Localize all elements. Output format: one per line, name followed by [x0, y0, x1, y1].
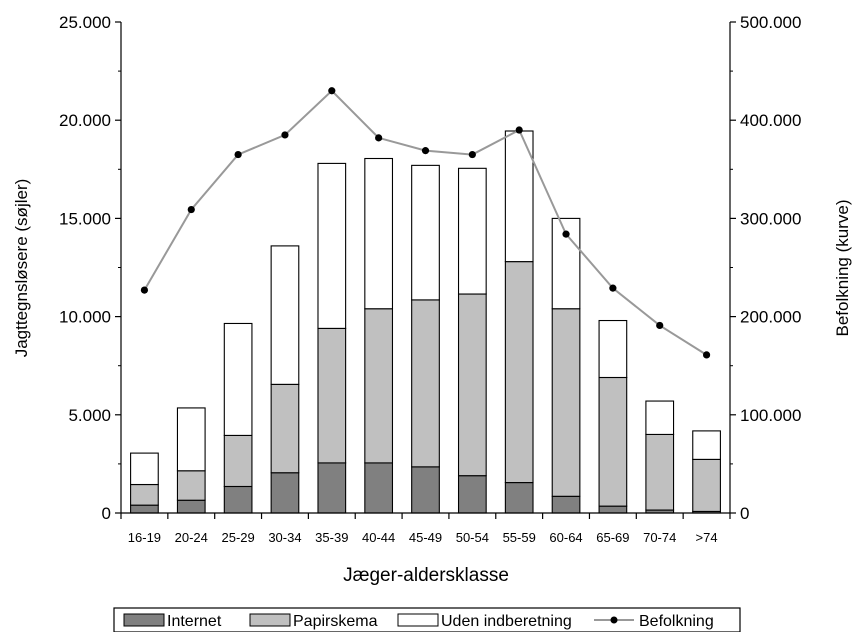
bar-internet-10	[598, 505, 628, 514]
legend-label-internet: Internet	[167, 613, 222, 630]
bar-uden-indberetning-12	[692, 430, 721, 460]
bar-internet-6	[411, 466, 440, 514]
y-tick-label: 5.000	[68, 406, 111, 425]
bar-papirskema-10	[598, 376, 628, 507]
point-befolkning-11	[656, 321, 664, 330]
x-axis-title: Jæger-aldersklasse	[343, 565, 509, 586]
point-befolkning-3	[281, 131, 289, 139]
bar-papirskema-12	[692, 458, 721, 512]
x-tick-label: 30-34	[268, 530, 301, 545]
x-tick-label: >74	[696, 530, 718, 545]
point-befolkning-7	[468, 150, 476, 159]
bar-uden-indberetning-4	[317, 162, 347, 329]
legend-swatch-internet	[123, 613, 165, 627]
y-tick-label: 20.000	[59, 111, 111, 130]
x-tick-label: 65-69	[596, 530, 629, 545]
point-befolkning-0	[140, 286, 149, 294]
point-befolkning-12	[702, 351, 711, 359]
x-tick-label: 50-54	[456, 530, 489, 545]
y2-axis-title: Befolkning (kurve)	[833, 199, 852, 336]
bar-uden-indberetning-11	[645, 400, 675, 435]
bar-internet-0	[130, 504, 159, 514]
y2-tick-label: 500.000	[740, 13, 801, 32]
legend-label-uden-indberetning: Uden indberetning	[441, 613, 572, 630]
point-befolkning-1	[187, 205, 195, 214]
y-tick-label: 10.000	[59, 308, 111, 327]
bar-papirskema-0	[130, 483, 159, 506]
bar-internet-7	[457, 475, 487, 514]
y-tick-label: 0	[102, 504, 111, 523]
y-axis-title: Jagttegnsløsere (søjler)	[12, 179, 31, 358]
y2-tick-label: 0	[740, 504, 749, 523]
x-tick-label: 20-24	[175, 530, 208, 545]
x-tick-label: 25-29	[221, 530, 254, 545]
bar-internet-9	[551, 495, 581, 514]
bar-papirskema-1	[176, 470, 206, 501]
bar-internet-1	[176, 499, 206, 514]
bar-papirskema-6	[411, 299, 440, 468]
point-befolkning-2	[234, 150, 242, 159]
legend-label-papirskema: Papirskema	[293, 613, 378, 630]
bar-internet-2	[223, 485, 253, 514]
bar-uden-indberetning-7	[457, 167, 487, 295]
bar-papirskema-5	[364, 308, 394, 464]
legend-marker-befolkning	[610, 616, 618, 624]
bar-uden-indberetning-3	[270, 245, 300, 385]
x-tick-label: 35-39	[315, 530, 348, 545]
axes: 0 5.000 10.000 15.000 20.000 25.000 0 100.000 20…	[59, 13, 801, 545]
bar-papirskema-11	[645, 433, 675, 511]
x-tick-label: 60-64	[549, 530, 582, 545]
point-befolkning-4	[328, 87, 336, 95]
point-befolkning-5	[375, 134, 383, 142]
bar-uden-indberetning-2	[223, 322, 253, 436]
x-tick-label: 45-49	[409, 530, 442, 545]
legend-swatch-uden-indberetning	[397, 613, 439, 627]
legend-swatch-papirskema	[249, 613, 291, 627]
legend-label-befolkning: Befolkning	[639, 613, 714, 630]
bar-internet-4	[317, 462, 347, 514]
y2-tick-label: 200.000	[740, 308, 801, 327]
bar-papirskema-2	[223, 434, 253, 488]
bar-papirskema-9	[551, 308, 581, 497]
y-tick-label: 15.000	[59, 209, 111, 228]
point-befolkning-6	[421, 147, 430, 155]
y2-tick-label: 300.000	[740, 209, 801, 228]
bar-internet-8	[504, 482, 534, 514]
point-befolkning-10	[609, 284, 617, 292]
x-tick-label: 70-74	[643, 530, 676, 545]
bar-uden-indberetning-1	[176, 407, 206, 472]
bar-papirskema-8	[504, 261, 534, 484]
bar-internet-5	[364, 462, 394, 514]
bar-papirskema-3	[270, 383, 300, 474]
bar-papirskema-4	[317, 327, 347, 464]
legend: Internet Papirskema Uden indberetning Be…	[113, 607, 741, 632]
y-tick-label: 25.000	[59, 13, 111, 32]
bar-uden-indberetning-0	[130, 452, 159, 486]
bar-uden-indberetning-6	[411, 164, 440, 301]
bar-uden-indberetning-10	[598, 319, 628, 379]
y2-tick-label: 400.000	[740, 111, 801, 130]
point-befolkning-9	[562, 230, 570, 238]
bar-papirskema-7	[457, 293, 487, 477]
point-befolkning-8	[515, 126, 523, 134]
y2-tick-label: 100.000	[740, 406, 801, 425]
x-tick-label: 40-44	[362, 530, 395, 545]
legend-frame	[113, 607, 741, 632]
x-tick-label: 55-59	[503, 530, 536, 545]
x-tick-label: 16-19	[128, 530, 161, 545]
plot-area	[130, 87, 721, 514]
bar-internet-3	[270, 472, 300, 514]
bar-uden-indberetning-5	[364, 157, 394, 310]
